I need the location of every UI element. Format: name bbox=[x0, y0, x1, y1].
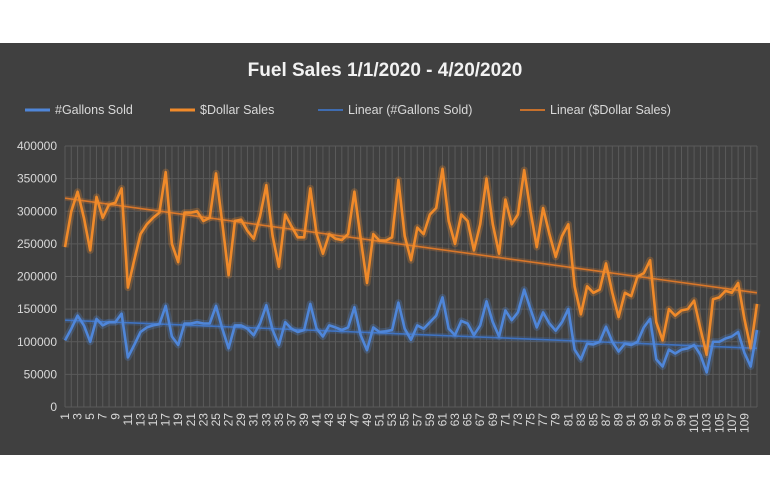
x-tick-label: 77 bbox=[536, 413, 550, 427]
legend-label: #Gallons Sold bbox=[55, 103, 133, 117]
x-tick-label: 101 bbox=[687, 413, 701, 433]
legend: #Gallons Sold $Dollar Sales Linear (#Gallo… bbox=[25, 103, 671, 117]
x-tick-label: 79 bbox=[549, 413, 563, 427]
legend-label: $Dollar Sales bbox=[200, 103, 274, 117]
x-tick-label: 105 bbox=[712, 413, 726, 433]
x-tick-label: 107 bbox=[725, 413, 739, 433]
x-tick-label: 47 bbox=[347, 413, 361, 427]
legend-item: #Gallons Sold bbox=[25, 103, 133, 117]
series-layer bbox=[61, 165, 761, 376]
y-tick-label: 350000 bbox=[17, 172, 57, 186]
horizontal-gridlines bbox=[65, 145, 757, 408]
x-tick-label: 63 bbox=[448, 413, 462, 427]
x-tick-label: 27 bbox=[222, 413, 236, 427]
x-axis-tick-labels: 1357911131517192123252729313335373941434… bbox=[58, 413, 751, 433]
series-line bbox=[63, 167, 759, 357]
x-tick-label: 91 bbox=[624, 413, 638, 427]
x-tick-label: 49 bbox=[360, 413, 374, 427]
x-tick-label: 39 bbox=[297, 413, 311, 427]
y-tick-label: 150000 bbox=[17, 302, 57, 316]
legend-item: Linear (#Gallons Sold) bbox=[318, 103, 472, 117]
series-1 bbox=[61, 165, 761, 359]
y-tick-label: 200000 bbox=[17, 270, 57, 284]
x-tick-label: 17 bbox=[159, 413, 173, 427]
y-tick-label: 0 bbox=[50, 400, 57, 414]
x-tick-label: 7 bbox=[96, 413, 110, 420]
trendline bbox=[64, 319, 758, 350]
x-tick-label: 109 bbox=[737, 413, 751, 433]
x-tick-label: 45 bbox=[335, 413, 349, 427]
x-tick-label: 73 bbox=[511, 413, 525, 427]
y-tick-label: 300000 bbox=[17, 204, 57, 218]
x-tick-label: 59 bbox=[423, 413, 437, 427]
x-tick-label: 37 bbox=[284, 413, 298, 427]
x-tick-label: 83 bbox=[574, 413, 588, 427]
chart-title: Fuel Sales 1/1/2020 - 4/20/2020 bbox=[248, 60, 523, 81]
x-tick-label: 103 bbox=[700, 413, 714, 433]
x-tick-label: 87 bbox=[599, 413, 613, 427]
y-tick-label: 400000 bbox=[17, 139, 57, 153]
x-tick-label: 31 bbox=[247, 413, 261, 427]
x-tick-label: 1 bbox=[58, 413, 72, 420]
x-tick-label: 89 bbox=[612, 413, 626, 427]
x-tick-label: 57 bbox=[410, 413, 424, 427]
x-tick-label: 11 bbox=[121, 413, 135, 426]
series-line bbox=[63, 288, 759, 374]
x-tick-label: 93 bbox=[637, 413, 651, 427]
x-tick-label: 97 bbox=[662, 413, 676, 427]
x-tick-label: 29 bbox=[234, 413, 248, 427]
x-tick-label: 15 bbox=[146, 413, 160, 427]
y-tick-label: 50000 bbox=[24, 367, 58, 381]
y-tick-label: 100000 bbox=[17, 335, 57, 349]
x-tick-label: 43 bbox=[322, 413, 336, 427]
y-axis-tick-labels: 0 50000 100000 150000 200000 250000 300000 3500… bbox=[17, 139, 57, 414]
x-tick-label: 21 bbox=[184, 413, 198, 427]
x-tick-label: 69 bbox=[486, 413, 500, 427]
series-2 bbox=[64, 317, 758, 351]
series-3 bbox=[64, 195, 758, 296]
x-tick-label: 61 bbox=[435, 413, 449, 427]
x-tick-label: 99 bbox=[675, 413, 689, 427]
x-tick-label: 53 bbox=[385, 413, 399, 427]
x-tick-label: 75 bbox=[524, 413, 538, 427]
x-tick-label: 9 bbox=[108, 413, 122, 420]
legend-label: Linear ($Dollar Sales) bbox=[550, 103, 671, 117]
legend-label: Linear (#Gallons Sold) bbox=[348, 103, 472, 117]
x-tick-label: 81 bbox=[561, 413, 575, 427]
x-tick-label: 19 bbox=[171, 413, 185, 427]
x-tick-label: 25 bbox=[209, 413, 223, 427]
x-tick-label: 33 bbox=[259, 413, 273, 427]
x-tick-label: 35 bbox=[272, 413, 286, 427]
x-tick-label: 67 bbox=[473, 413, 487, 427]
x-tick-label: 55 bbox=[398, 413, 412, 427]
chart-panel: Fuel Sales 1/1/2020 - 4/20/2020 #Gallons… bbox=[0, 43, 770, 455]
x-tick-label: 23 bbox=[196, 413, 210, 427]
x-tick-label: 3 bbox=[71, 413, 85, 420]
x-tick-label: 95 bbox=[649, 413, 663, 427]
x-tick-label: 65 bbox=[461, 413, 475, 427]
y-tick-label: 250000 bbox=[17, 237, 57, 251]
series-0 bbox=[61, 286, 761, 376]
x-tick-label: 41 bbox=[310, 413, 324, 427]
legend-item: $Dollar Sales bbox=[170, 103, 274, 117]
x-tick-label: 13 bbox=[133, 413, 147, 427]
trendline bbox=[64, 197, 758, 294]
x-tick-label: 71 bbox=[498, 413, 512, 427]
x-tick-label: 85 bbox=[586, 413, 600, 427]
chart-svg: Fuel Sales 1/1/2020 - 4/20/2020 #Gallons… bbox=[17, 60, 761, 433]
x-tick-label: 51 bbox=[373, 413, 387, 427]
x-tick-label: 5 bbox=[83, 413, 97, 420]
legend-item: Linear ($Dollar Sales) bbox=[520, 103, 671, 117]
